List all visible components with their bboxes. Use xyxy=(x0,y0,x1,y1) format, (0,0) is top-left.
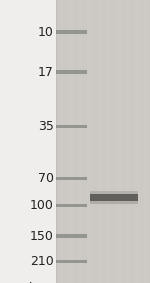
Bar xyxy=(90,191,138,194)
Bar xyxy=(56,260,87,263)
Bar xyxy=(56,30,87,34)
Text: 17: 17 xyxy=(38,66,54,78)
Text: 35: 35 xyxy=(38,120,54,133)
Bar xyxy=(90,201,138,204)
Text: 210: 210 xyxy=(30,255,54,268)
Bar xyxy=(56,234,87,238)
Bar xyxy=(90,194,138,201)
Text: 70: 70 xyxy=(38,172,54,185)
Text: 10: 10 xyxy=(38,25,54,38)
Bar xyxy=(0,0,56,283)
Bar xyxy=(56,204,87,207)
Bar xyxy=(56,70,87,74)
Bar xyxy=(56,125,87,128)
Text: kDa: kDa xyxy=(29,282,54,283)
Text: 150: 150 xyxy=(30,230,54,243)
Text: 100: 100 xyxy=(30,199,54,212)
Bar xyxy=(56,177,87,181)
